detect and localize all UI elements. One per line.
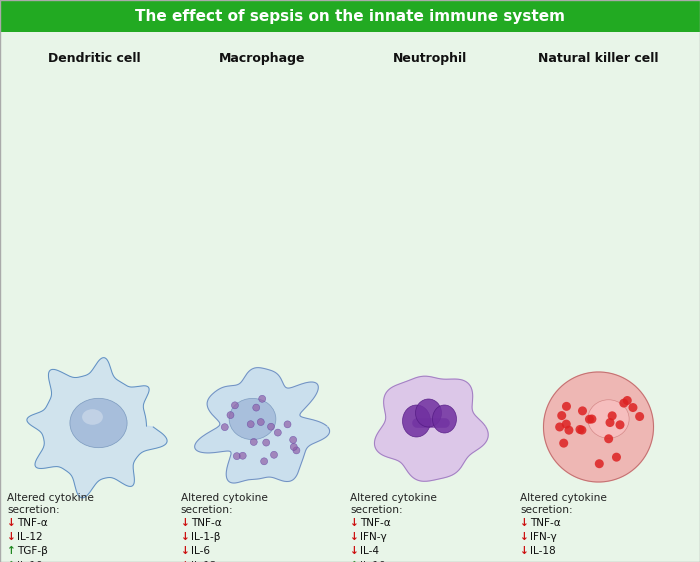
Text: IL-12: IL-12: [17, 532, 43, 542]
Circle shape: [284, 421, 291, 428]
Circle shape: [585, 415, 594, 424]
Circle shape: [562, 402, 571, 411]
Circle shape: [578, 406, 587, 415]
Text: Altered cytokine: Altered cytokine: [520, 493, 607, 503]
Circle shape: [595, 459, 604, 468]
Bar: [0, 0, 700, 32]
Text: ↓: ↓: [350, 532, 358, 542]
Circle shape: [564, 425, 573, 434]
Ellipse shape: [416, 399, 442, 427]
Text: ↓: ↓: [181, 560, 189, 562]
Ellipse shape: [82, 409, 103, 425]
Text: secretion:: secretion:: [520, 505, 573, 515]
Text: ↓: ↓: [520, 546, 529, 556]
Circle shape: [260, 458, 267, 465]
Circle shape: [232, 402, 239, 409]
Text: ↓: ↓: [181, 518, 189, 528]
Circle shape: [606, 418, 615, 427]
Circle shape: [233, 452, 240, 460]
Circle shape: [258, 419, 265, 425]
Circle shape: [221, 424, 228, 430]
Circle shape: [290, 443, 298, 450]
Text: IFN-γ: IFN-γ: [360, 532, 386, 542]
Text: IL-1-β: IL-1-β: [190, 532, 220, 542]
Text: ↓: ↓: [7, 518, 15, 528]
Text: ↑: ↑: [7, 546, 15, 556]
Text: IL-12: IL-12: [190, 560, 216, 562]
Text: ↑: ↑: [350, 560, 358, 562]
Text: ↓: ↓: [350, 518, 358, 528]
Text: IL-10: IL-10: [360, 560, 386, 562]
Circle shape: [247, 421, 254, 428]
Circle shape: [253, 404, 260, 411]
Ellipse shape: [402, 405, 430, 437]
Text: ↓: ↓: [181, 532, 189, 542]
Text: secretion:: secretion:: [181, 505, 233, 515]
Text: IL-4: IL-4: [360, 546, 379, 556]
Circle shape: [270, 451, 277, 458]
Text: ↓: ↓: [7, 532, 15, 542]
Ellipse shape: [229, 398, 276, 439]
Text: ↓: ↓: [350, 546, 358, 556]
Polygon shape: [27, 357, 167, 498]
Text: Altered cytokine: Altered cytokine: [350, 493, 437, 503]
Polygon shape: [374, 376, 488, 481]
Ellipse shape: [433, 405, 456, 433]
Polygon shape: [195, 368, 330, 483]
Circle shape: [575, 425, 584, 434]
Circle shape: [629, 403, 638, 412]
Circle shape: [604, 434, 613, 443]
Circle shape: [557, 411, 566, 420]
Text: TNF-α: TNF-α: [17, 518, 48, 528]
Circle shape: [251, 438, 258, 446]
Text: Altered cytokine: Altered cytokine: [7, 493, 94, 503]
Circle shape: [267, 423, 274, 430]
Text: secretion:: secretion:: [7, 505, 60, 515]
Text: TNF-α: TNF-α: [190, 518, 221, 528]
Text: Dendritic cell: Dendritic cell: [48, 52, 141, 65]
Text: ↓: ↓: [520, 532, 529, 542]
Ellipse shape: [70, 398, 127, 448]
Text: Neutrophil: Neutrophil: [393, 52, 468, 65]
Circle shape: [578, 425, 587, 434]
Circle shape: [623, 396, 632, 405]
Circle shape: [239, 452, 246, 459]
Circle shape: [615, 420, 624, 429]
Text: TNF-α: TNF-α: [530, 518, 561, 528]
Polygon shape: [543, 372, 654, 482]
Circle shape: [259, 395, 266, 402]
Circle shape: [559, 439, 568, 448]
Circle shape: [293, 447, 300, 454]
Text: IFN-γ: IFN-γ: [530, 532, 557, 542]
Text: IL-10: IL-10: [17, 560, 43, 562]
Circle shape: [555, 423, 564, 432]
Text: IL-6: IL-6: [190, 546, 209, 556]
Circle shape: [608, 411, 617, 420]
Circle shape: [587, 415, 596, 424]
Text: The effect of sepsis on the innate immune system: The effect of sepsis on the innate immun…: [135, 8, 565, 24]
Circle shape: [262, 439, 270, 446]
Text: ↓: ↓: [181, 546, 189, 556]
Text: TGF-β: TGF-β: [17, 546, 48, 556]
Circle shape: [227, 411, 234, 419]
Circle shape: [620, 398, 629, 407]
Circle shape: [612, 452, 621, 461]
Text: ↑: ↑: [7, 560, 15, 562]
Circle shape: [290, 436, 297, 443]
Text: Natural killer cell: Natural killer cell: [538, 52, 659, 65]
Circle shape: [274, 429, 281, 436]
Text: Altered cytokine: Altered cytokine: [181, 493, 267, 503]
Text: Macrophage: Macrophage: [219, 52, 306, 65]
Text: secretion:: secretion:: [350, 505, 402, 515]
Circle shape: [635, 412, 644, 421]
Text: TNF-α: TNF-α: [360, 518, 391, 528]
Text: IL-18: IL-18: [530, 546, 556, 556]
Circle shape: [562, 420, 570, 429]
Text: ↓: ↓: [520, 518, 529, 528]
Ellipse shape: [588, 400, 629, 438]
